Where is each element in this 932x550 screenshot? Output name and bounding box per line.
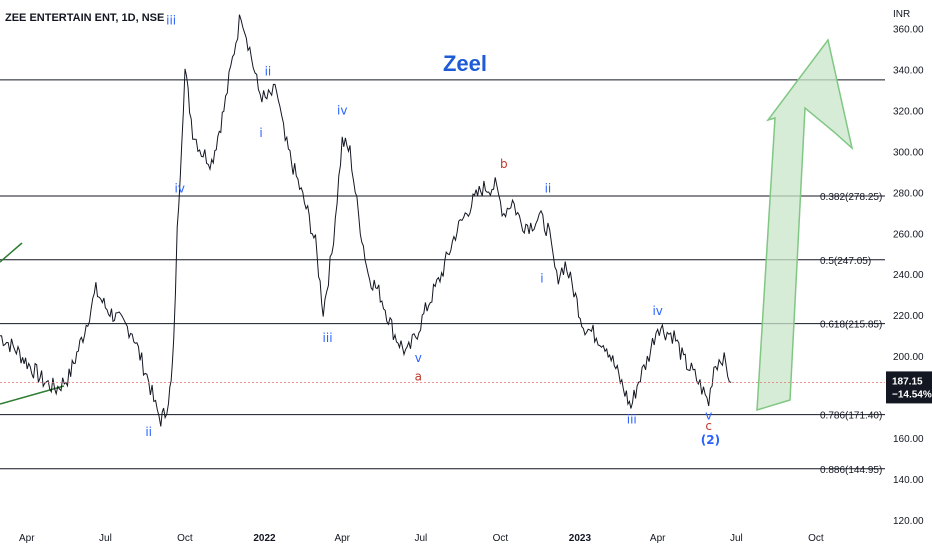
y-tick-label: 300.00 bbox=[893, 147, 924, 158]
trendline-lower bbox=[0, 385, 65, 405]
y-tick-label: 160.00 bbox=[893, 434, 924, 445]
fib-label: 0.618(215.85) bbox=[820, 320, 882, 331]
fib-levels: 0.382(278.25) 0.5(247.05) 0.618(215.85) 0.7… bbox=[0, 79, 885, 476]
y-tick-label: 280.00 bbox=[893, 188, 924, 199]
y-tick-label: 200.00 bbox=[893, 352, 924, 363]
x-tick-label: 2023 bbox=[569, 533, 592, 544]
wave-labels: iiiivviiiiiiviiivabiiiiiiivvc(2) bbox=[145, 14, 720, 448]
price-series bbox=[0, 14, 732, 427]
x-tick-label: Jul bbox=[730, 533, 743, 544]
wave-label: ii bbox=[545, 181, 552, 195]
wave-label: iii bbox=[323, 331, 333, 345]
x-tick-label: Oct bbox=[808, 533, 824, 544]
ticker-title: ZEE ENTERTAIN ENT, 1D, NSE bbox=[5, 12, 164, 24]
chart-title: Zeel bbox=[443, 51, 487, 76]
x-tick-label: Oct bbox=[177, 533, 193, 544]
currency-label: INR bbox=[893, 9, 910, 20]
price-line bbox=[0, 14, 732, 427]
wave-label: v bbox=[705, 409, 712, 423]
x-tick-label: 2022 bbox=[253, 533, 276, 544]
wave-label: iv bbox=[175, 181, 185, 195]
wave-label: ii bbox=[145, 425, 152, 439]
wave-label: ii bbox=[265, 65, 272, 79]
y-tick-label: 260.00 bbox=[893, 229, 924, 240]
projection-arrow bbox=[756, 38, 854, 412]
x-axis[interactable]: Apr Jul Oct 2022 Apr Jul Oct 2023 Apr Jul Oct bbox=[19, 533, 824, 544]
fib-label: 0.786(171.40) bbox=[820, 411, 882, 422]
trend-lines bbox=[0, 242, 65, 405]
wave-label: v bbox=[415, 351, 422, 365]
y-tick-label: 360.00 bbox=[893, 25, 924, 36]
fib-label: 0.5(247.05) bbox=[820, 256, 871, 267]
trendline-upper bbox=[0, 242, 23, 263]
x-tick-label: Apr bbox=[19, 533, 35, 544]
wave-label: a bbox=[415, 370, 422, 384]
fib-label: 0.382(278.25) bbox=[820, 192, 882, 203]
wave-label: c bbox=[705, 419, 712, 433]
wave-label: iv bbox=[337, 104, 347, 118]
y-tick-label: 140.00 bbox=[893, 475, 924, 486]
last-price-badge-box bbox=[886, 371, 932, 404]
wave-label: iii bbox=[166, 14, 176, 28]
x-tick-label: Apr bbox=[334, 533, 350, 544]
wave-label: b bbox=[500, 157, 508, 171]
x-tick-label: Jul bbox=[414, 533, 427, 544]
y-tick-label: 320.00 bbox=[893, 107, 924, 118]
last-price-badge: 187.15 −14.54% bbox=[886, 371, 932, 404]
y-tick-label: 220.00 bbox=[893, 311, 924, 322]
last-price-value: 187.15 bbox=[892, 376, 923, 387]
wave-label: iii bbox=[627, 413, 637, 427]
x-tick-label: Oct bbox=[493, 533, 509, 544]
wave-label: i bbox=[259, 126, 262, 140]
wave-label: i bbox=[540, 271, 543, 285]
x-tick-label: Jul bbox=[99, 533, 112, 544]
y-axis-panel bbox=[885, 0, 932, 550]
last-price-change: −14.54% bbox=[892, 389, 932, 400]
y-tick-label: 120.00 bbox=[893, 516, 924, 527]
y-tick-label: 340.00 bbox=[893, 66, 924, 77]
x-tick-label: Apr bbox=[650, 533, 666, 544]
wave-label: iv bbox=[652, 304, 662, 318]
wave-label: (2) bbox=[701, 433, 720, 447]
fib-label: 0.886(144.95) bbox=[820, 465, 882, 476]
y-tick-label: 240.00 bbox=[893, 270, 924, 281]
